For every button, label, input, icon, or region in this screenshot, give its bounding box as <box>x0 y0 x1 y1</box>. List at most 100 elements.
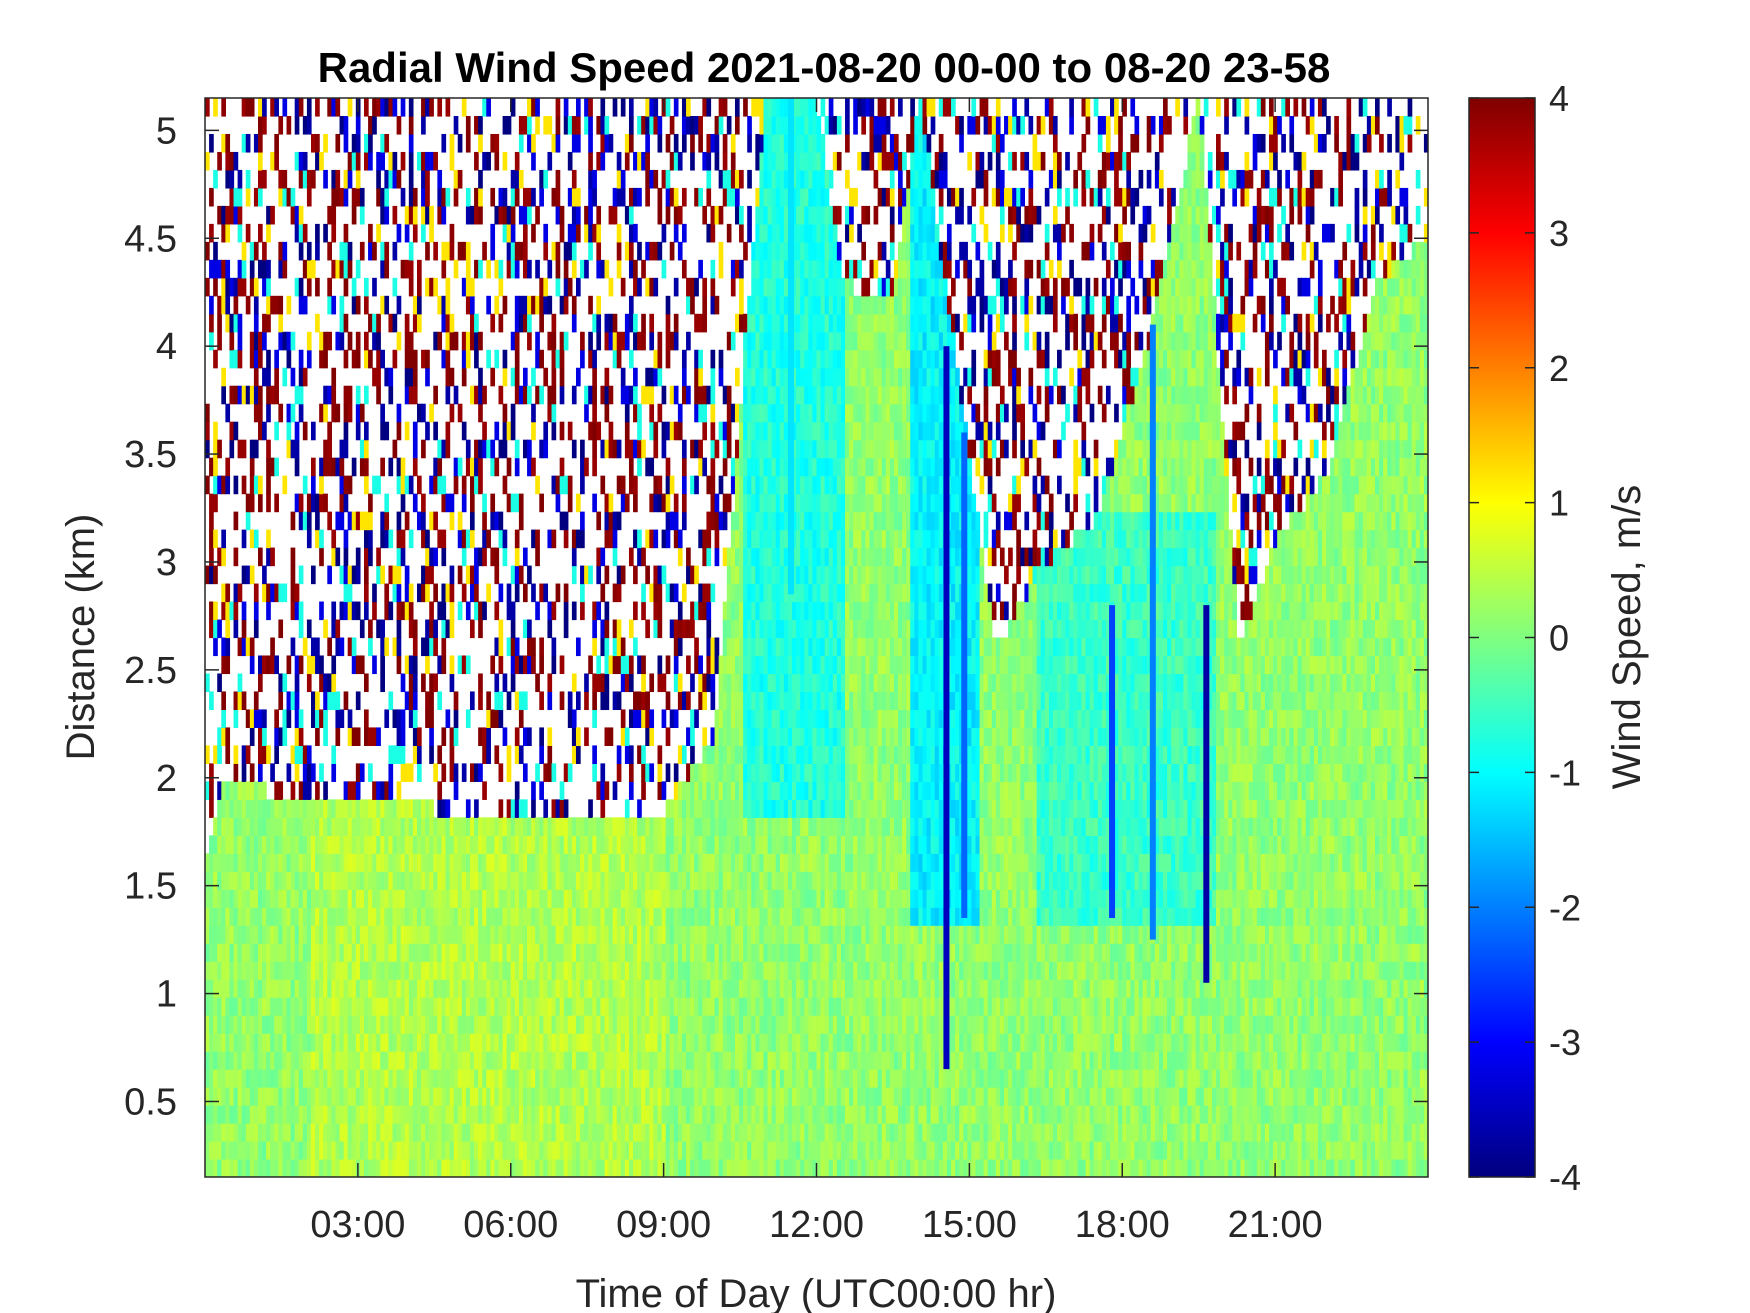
heatmap-cell <box>559 295 565 315</box>
heatmap-cell <box>665 691 671 711</box>
heatmap-cell <box>233 385 239 405</box>
heatmap-cell <box>506 1123 512 1142</box>
heatmap-cell <box>588 1159 593 1177</box>
heatmap-cell <box>441 961 447 980</box>
heatmap-cell <box>478 853 483 872</box>
heatmap-cell <box>604 367 610 387</box>
heatmap-cell <box>518 169 524 189</box>
heatmap-cell <box>302 889 308 908</box>
heatmap-cell <box>514 1141 520 1160</box>
heatmap-cell <box>571 439 577 459</box>
heatmap-cell <box>457 997 463 1016</box>
heatmap-cell <box>294 979 300 998</box>
heatmap-cell <box>217 619 222 639</box>
heatmap-cell <box>429 871 434 890</box>
heatmap-cell <box>743 835 748 854</box>
heatmap-cell <box>286 853 292 872</box>
heatmap-cell <box>677 1159 683 1177</box>
heatmap-cell <box>319 979 324 998</box>
heatmap-cell <box>217 205 222 225</box>
heatmap-cell <box>535 871 540 890</box>
heatmap-cell <box>363 871 369 890</box>
heatmap-cell <box>229 907 235 926</box>
heatmap-cell <box>209 907 214 926</box>
heatmap-cell <box>518 1069 524 1088</box>
heatmap-cell <box>686 115 691 135</box>
heatmap-cell <box>604 925 610 944</box>
heatmap-cell <box>310 421 316 441</box>
heatmap-cell <box>604 979 610 998</box>
heatmap-cell <box>449 1069 455 1088</box>
heatmap-cell <box>376 1069 381 1088</box>
heatmap-cell <box>612 331 618 351</box>
heatmap-cell <box>262 925 267 944</box>
heatmap-cell <box>567 493 573 513</box>
heatmap-cell <box>266 1105 271 1124</box>
heatmap-cell <box>302 979 308 998</box>
heatmap-cell <box>294 817 300 836</box>
heatmap-cell <box>278 187 284 207</box>
heatmap-cell <box>258 907 263 926</box>
heatmap-cell <box>392 637 398 657</box>
heatmap-cell <box>482 421 487 441</box>
heatmap-cell <box>661 943 667 962</box>
heatmap-cell <box>290 565 296 585</box>
heatmap-cell <box>368 493 373 513</box>
heatmap-cell <box>233 943 239 962</box>
heatmap-cell <box>722 1051 728 1070</box>
heatmap-cell <box>310 943 316 962</box>
heatmap-cell <box>306 745 312 764</box>
heatmap-cell <box>547 925 553 944</box>
heatmap-cell <box>673 1105 679 1124</box>
heatmap-cell <box>698 385 703 405</box>
heatmap-cell <box>286 835 292 854</box>
heatmap-cell <box>563 1015 569 1034</box>
heatmap-cell <box>702 277 708 297</box>
heatmap-cell <box>653 1033 659 1052</box>
heatmap-cell <box>461 1033 467 1052</box>
heatmap-cell <box>502 871 508 890</box>
heatmap-cell <box>690 439 695 459</box>
heatmap-cell <box>490 817 496 836</box>
heatmap-cell <box>278 259 284 279</box>
heatmap-cell <box>604 601 610 621</box>
heatmap-cell <box>319 1141 324 1160</box>
heatmap-cell <box>258 1141 263 1160</box>
heatmap-cell <box>347 637 353 657</box>
heatmap-cell <box>416 961 422 980</box>
heatmap-cell <box>445 367 451 387</box>
heatmap-cell <box>384 169 390 189</box>
heatmap-cell <box>518 1123 524 1142</box>
heatmap-cell <box>290 1087 296 1106</box>
heatmap-cell <box>437 169 443 189</box>
heatmap-cell <box>363 1033 369 1052</box>
heatmap-cell <box>404 601 410 621</box>
heatmap-cell <box>388 367 394 387</box>
heatmap-cell <box>249 943 255 962</box>
heatmap-cell <box>734 313 740 333</box>
heatmap-cell <box>665 457 671 477</box>
heatmap-cell <box>612 529 618 549</box>
heatmap-cell <box>315 223 320 243</box>
heatmap-cell <box>592 439 597 459</box>
heatmap-cell <box>213 925 218 944</box>
heatmap-cell <box>478 619 483 639</box>
heatmap-cell <box>543 799 549 818</box>
heatmap-cell <box>319 709 324 729</box>
heatmap-cell <box>433 1033 438 1052</box>
heatmap-cell <box>469 1123 475 1142</box>
heatmap-cell <box>380 925 385 944</box>
heatmap-cell <box>266 1087 271 1106</box>
heatmap-cell <box>543 1087 549 1106</box>
heatmap-cell <box>718 997 724 1016</box>
heatmap-cell <box>421 1105 426 1124</box>
heatmap-cell <box>657 817 663 836</box>
heatmap-cell <box>351 1069 357 1088</box>
heatmap-cell <box>453 259 459 279</box>
heatmap-cell <box>327 799 332 818</box>
heatmap-cell <box>510 1141 516 1160</box>
heatmap-cell <box>465 439 471 459</box>
heatmap-cell <box>510 1033 516 1052</box>
heatmap-cell <box>327 835 332 854</box>
heatmap-cell <box>376 313 381 333</box>
